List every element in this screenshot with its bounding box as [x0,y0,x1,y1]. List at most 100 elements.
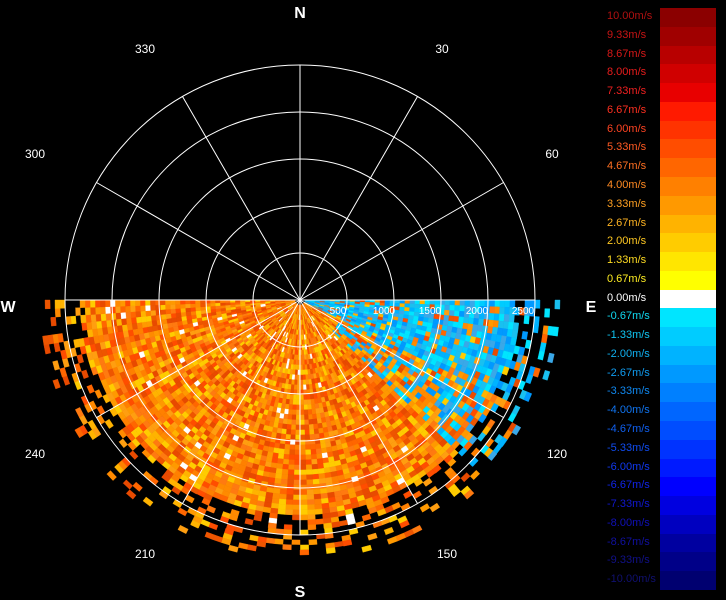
velocity-cell [308,424,314,430]
velocity-cell [303,419,309,426]
legend-label: 6.00m/s [607,122,647,135]
velocity-cell [139,305,146,312]
velocity-cell [135,310,142,318]
azimuth-label-150: 150 [437,547,457,561]
velocity-cell [307,414,313,420]
velocity-cell [409,299,416,305]
velocity-cell [287,409,293,415]
velocity-cell [180,307,186,313]
velocity-cell [283,448,290,455]
velocity-cell [144,299,151,306]
legend-entry: -0.67m/s [604,308,716,328]
velocity-cell [498,313,505,322]
velocity-cell [293,479,301,486]
velocity-cell [132,481,143,492]
velocity-cell [312,423,319,430]
velocity-cell [295,424,301,431]
velocity-cell [89,299,96,308]
legend-swatch [660,195,716,215]
velocity-cell [443,314,450,322]
legend-swatch [660,345,716,365]
velocity-cell [429,299,436,305]
velocity-cell [284,509,293,516]
velocity-cell [309,443,316,450]
legend-entry: 0.00m/s [604,289,716,309]
legend-swatch [660,45,716,65]
velocity-cell [448,315,455,322]
velocity-cell [84,307,91,316]
velocity-cell [299,549,310,556]
velocity-cell [299,394,304,401]
velocity-cell [306,499,315,506]
velocity-cell [100,313,107,322]
velocity-cell [299,409,305,416]
legend-swatch [660,270,716,290]
velocity-cell [149,304,156,311]
velocity-cell [306,494,315,501]
velocity-cell [499,299,506,308]
legend-entry: -4.00m/s [604,402,716,422]
velocity-cell [289,434,296,441]
legend-label: 8.67m/s [607,47,647,60]
velocity-cell [459,299,466,307]
velocity-cell [89,306,96,315]
velocity-cell [144,304,151,312]
range-label-2500: 2500 [512,306,535,317]
velocity-cell [160,313,167,320]
velocity-cell [313,433,320,440]
legend-label: 0.00m/s [607,291,647,304]
velocity-cell [72,389,81,400]
velocity-cell [399,303,406,308]
velocity-cell [521,331,529,341]
velocity-cell [304,444,311,451]
velocity-cell [313,498,322,505]
azimuth-spoke [182,96,301,301]
velocity-cell [458,316,465,324]
legend-entry: 7.33m/s [604,83,716,102]
velocity-cell [404,303,411,308]
velocity-cell [164,304,171,310]
velocity-cell [265,537,276,544]
velocity-cell [165,308,171,315]
legend-entry: 1.33m/s [604,252,716,271]
velocity-cell [170,308,176,314]
velocity-cell [124,305,131,313]
velocity-cell [165,313,172,320]
velocity-cell [75,322,83,332]
velocity-cell [394,299,401,304]
velocity-cell [284,519,293,526]
velocity-cell [248,534,259,542]
velocity-cell [150,314,157,322]
velocity-cell [503,314,510,323]
velocity-cell [311,463,319,470]
legend-swatch [660,383,716,403]
velocity-cell [99,306,106,315]
velocity-cell [114,299,121,307]
legend-label: 0.67m/s [607,272,647,285]
velocity-cell [175,312,182,318]
velocity-cell [229,302,236,306]
velocity-cell [274,538,284,545]
legend-entry: -6.67m/s [604,477,716,497]
velocity-cell [283,453,290,460]
legend-swatch [660,514,716,534]
legend-entry: 5.33m/s [604,139,716,159]
velocity-cell [280,473,289,480]
velocity-cell [308,419,314,425]
legend-swatch [660,83,716,102]
velocity-cell [194,303,201,308]
velocity-cell [444,304,451,311]
velocity-cell [285,429,292,435]
velocity-cell [468,317,475,325]
velocity-cell [276,518,285,525]
velocity-cell [443,309,450,316]
velocity-cell [310,448,317,455]
velocity-cell [305,379,310,386]
velocity-cell [494,306,501,315]
velocity-cell [288,449,296,456]
velocity-cell [417,516,428,526]
velocity-cell [291,409,297,416]
velocity-cell [224,302,231,306]
velocity-cell [286,479,294,486]
legend-swatch [660,533,716,553]
